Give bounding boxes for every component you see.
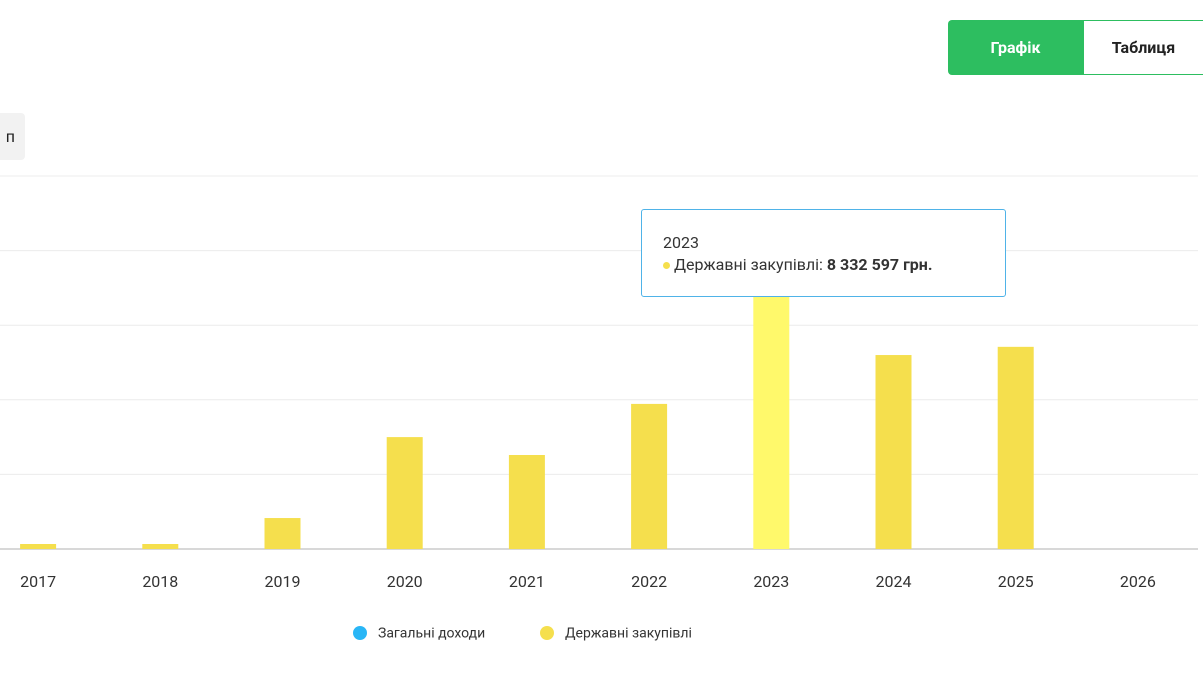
bar (997, 346, 1034, 549)
table-view-button[interactable]: Таблиця (1083, 20, 1203, 75)
x-tick-label: 2017 (20, 572, 56, 591)
tooltip-value: 8 332 597 грн. (826, 255, 933, 274)
x-tick-label: 2019 (265, 572, 301, 591)
x-tick-label: 2025 (998, 572, 1034, 591)
chart-view-button[interactable]: Графік (948, 20, 1083, 75)
x-tick-label: 2021 (509, 572, 545, 591)
x-tick-label: 2018 (142, 572, 178, 591)
x-tick-label: 2020 (387, 572, 423, 591)
bar (386, 437, 423, 549)
x-tick-label: 2023 (753, 572, 789, 591)
legend-marker (353, 626, 367, 640)
legend-label: Державні закупівлі (565, 626, 692, 642)
filter-chip[interactable]: п (0, 113, 25, 160)
bar (875, 355, 912, 549)
tooltip-series: Державні закупівлі (674, 255, 823, 274)
bar (508, 455, 545, 549)
bar (142, 544, 179, 549)
bar (20, 544, 57, 549)
x-tick-label: 2026 (1120, 572, 1156, 591)
tooltip-title: 2023 (663, 233, 699, 252)
bar (631, 403, 668, 549)
tooltip-dot (663, 262, 670, 270)
x-tick-label: 2022 (631, 572, 667, 591)
bar (264, 518, 301, 549)
tooltip: 2023 Державні закупівлі 8 332 597 грн. (641, 209, 1006, 297)
x-tick-label: 2024 (876, 572, 912, 591)
legend-label: Загальні доходи (378, 626, 485, 642)
legend-marker (540, 626, 554, 640)
